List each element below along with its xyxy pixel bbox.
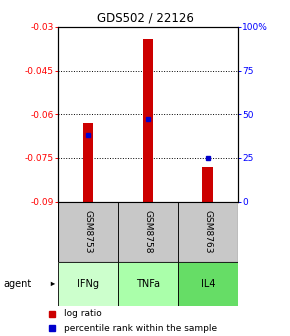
FancyBboxPatch shape [58,202,118,262]
FancyBboxPatch shape [178,262,238,306]
Text: IFNg: IFNg [77,279,99,289]
FancyBboxPatch shape [178,202,238,262]
Bar [142,39,153,202]
Text: TNFa: TNFa [136,279,160,289]
Text: IL4: IL4 [201,279,215,289]
Text: percentile rank within the sample: percentile rank within the sample [64,324,218,333]
FancyBboxPatch shape [118,202,178,262]
Bar [83,123,93,202]
Text: GSM8758: GSM8758 [143,210,153,254]
Bar [202,167,213,202]
Text: log ratio: log ratio [64,309,102,318]
FancyBboxPatch shape [58,262,118,306]
Text: GSM8763: GSM8763 [203,210,212,254]
Text: GSM8753: GSM8753 [84,210,93,254]
FancyBboxPatch shape [118,262,178,306]
Text: GDS502 / 22126: GDS502 / 22126 [97,12,193,25]
Text: agent: agent [3,279,31,289]
